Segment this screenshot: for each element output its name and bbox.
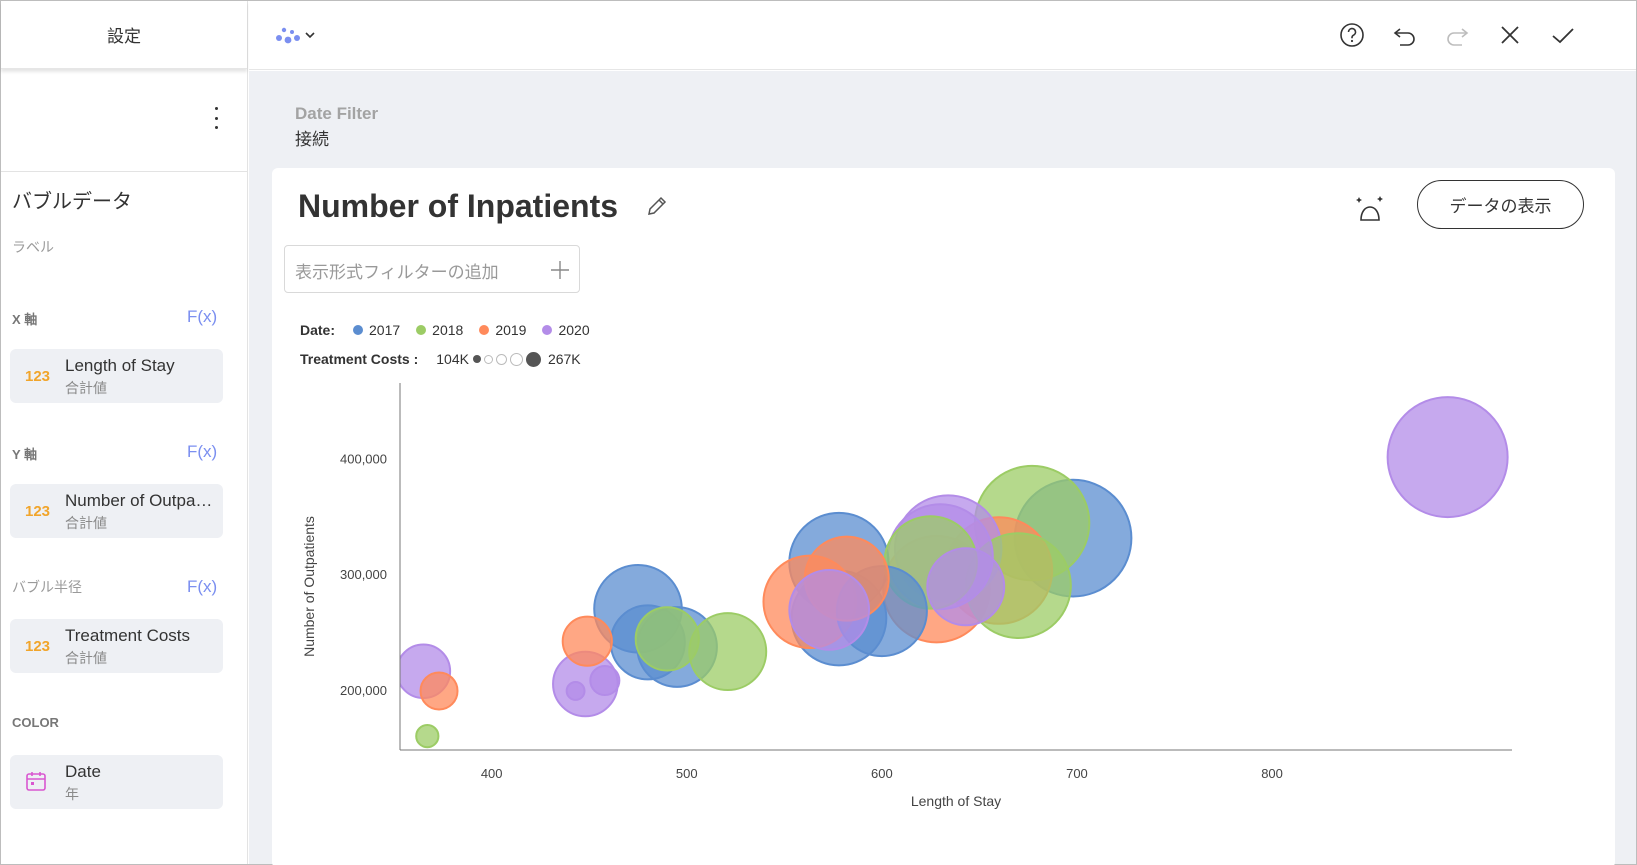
bubble-2020-4[interactable] [788,569,871,651]
legend-item-2020[interactable]: 2020 [542,322,590,338]
settings-toolbar [1,69,247,172]
label-field-label: ラベル [12,239,54,255]
bubble-chart: 400 500 600 700 800 200,000 300,000 400,000 Leng… [301,383,1512,809]
legend-item-2019[interactable]: 2019 [479,322,526,338]
content-area: Date Filter 接続 Number of Inpatients データの… [249,71,1636,865]
card-title: Number of Inpatients [298,188,619,224]
undo-icon[interactable] [1391,21,1419,49]
more-options-icon[interactable] [213,107,219,129]
legend-label: 2018 [432,322,464,338]
theme-icon[interactable] [1355,194,1385,222]
size-legend-scale [472,351,544,367]
top-toolbar [249,1,1636,70]
bubble-chart-icon[interactable] [275,23,319,47]
numeric-type-badge: 123 [25,503,51,520]
legend-dot [416,325,427,335]
bubble-2019-1[interactable] [561,615,613,667]
color-label: COLOR [12,715,59,730]
bubble-radius-label: バブル半径 [12,579,82,595]
bubble-2018-2[interactable] [688,612,768,692]
x-axis-fx-button[interactable]: F(x) [187,307,218,326]
check-icon[interactable] [1549,21,1577,49]
settings-panel: 設定 バブルデータ ラベル X 軸 F(x) 123 Length of Sta… [1,1,248,864]
bubble-2018-0[interactable] [415,723,440,749]
bubble-data-title: バブルデータ [12,191,132,213]
x-tick-label: 400 [481,766,503,781]
size-legend-min: 104K [436,351,469,367]
color-field-name: Date [65,762,101,781]
x-axis-label: X 軸 [12,312,38,327]
date-filter-title: Date Filter [295,104,379,123]
y-tick-label: 400,000 [340,451,387,466]
bubble-2020-8[interactable] [1386,396,1509,519]
size-legend: Treatment Costs : 104K 267K [300,351,581,367]
size-legend-max: 267K [547,351,581,367]
legend-label: 2020 [558,322,590,338]
visualization-card: Number of Inpatients データの表示 表示形式フィルターの追加… [272,168,1615,865]
plus-icon [551,261,569,279]
y-axis-title: Number of Outpatients [301,516,317,657]
help-icon[interactable] [1338,21,1366,49]
edit-title-icon[interactable] [645,194,669,218]
show-data-button[interactable]: データの表示 [1417,180,1584,229]
color-legend-title: Date: [300,322,336,338]
legend-dot [353,325,364,335]
settings-header: 設定 [1,1,247,69]
color-aggregation: 年 [65,786,79,802]
bubble-radius-field-name: Treatment Costs [65,626,191,645]
y-axis-aggregation: 合計値 [65,515,107,531]
legend-dot [479,325,490,335]
x-axis-title: Length of Stay [911,793,1001,809]
y-axis-field-name: Number of Outpatients [65,491,217,510]
numeric-type-badge: 123 [25,638,51,655]
numeric-type-badge: 123 [25,368,51,385]
legend-label: 2019 [495,322,527,338]
y-tick-label: 300,000 [340,567,387,582]
legend-item-2018[interactable]: 2018 [416,322,463,338]
y-axis-fx-button[interactable]: F(x) [187,442,218,461]
color-field-pill[interactable]: Date 年 [10,755,223,809]
add-visual-filter[interactable]: 表示形式フィルターの追加 [284,245,580,293]
bubble-2020-3[interactable] [589,665,621,697]
close-icon[interactable] [1496,21,1524,49]
y-tick-label: 200,000 [340,683,387,698]
calendar-icon [26,772,46,791]
bubble-radius-aggregation: 合計値 [65,650,107,666]
bubble-radius-field-pill[interactable]: 123 Treatment Costs 合計値 [10,619,223,673]
redo-icon[interactable] [1443,21,1471,49]
x-tick-label: 700 [1066,766,1088,781]
legend-item-2017[interactable]: 2017 [353,322,400,338]
bubble-2019-0[interactable] [419,671,459,711]
x-axis-field-name: Length of Stay [65,356,175,375]
x-tick-label: 800 [1261,766,1283,781]
bubble-radius-fx-button[interactable]: F(x) [187,577,218,596]
bubble-2020-7[interactable] [926,547,1006,627]
filter-placeholder: 表示形式フィルターの追加 [295,263,499,282]
bubble-2018-1[interactable] [634,606,700,672]
x-tick-label: 600 [871,766,893,781]
y-axis-field-pill[interactable]: 123 Number of Outpatients 合計値 [10,484,223,538]
legend-dot [542,325,553,335]
color-legend: Date: 2017 2018 2019 2020 [300,322,606,338]
x-axis-field-pill[interactable]: 123 Length of Stay 合計値 [10,349,223,403]
legend-label: 2017 [369,322,401,338]
x-axis-aggregation: 合計値 [65,380,107,396]
x-tick-label: 500 [676,766,698,781]
y-axis-label: Y 軸 [12,447,38,462]
size-legend-title: Treatment Costs : [300,351,419,367]
date-filter-value[interactable]: 接続 [295,130,329,149]
bubble-2020-1[interactable] [565,681,586,701]
